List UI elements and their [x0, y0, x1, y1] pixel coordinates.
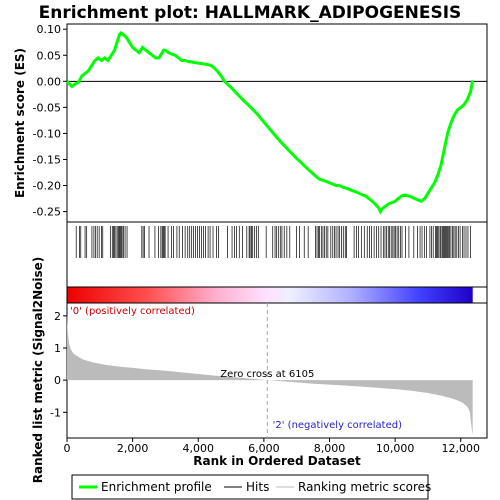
metric-y-tick-label: -1 — [50, 406, 61, 419]
es-y-tick-label: 0.05 — [37, 49, 62, 62]
positive-label: '0' (positively correlated) — [70, 306, 195, 317]
colorbar-gradient — [67, 287, 473, 303]
negative-label: '2' (negatively correlated) — [273, 420, 402, 431]
es-y-tick-label: 0.10 — [37, 23, 62, 36]
es-panel: 0.10 0.05 0.00 -0.05 -0.10 -0.15 -0.20 -0.25 En… — [13, 23, 488, 223]
metric-y-axis-label: Ranked list metric (Signal2Noise) — [31, 257, 45, 484]
es-y-tick-label: -0.20 — [33, 180, 61, 193]
hits-frame — [66, 221, 488, 288]
es-y-axis-label: Enrichment score (ES) — [13, 48, 27, 198]
es-y-tick-label: -0.10 — [33, 127, 61, 140]
x-tick-label: 8,000 — [314, 442, 346, 455]
x-axis-label: Rank in Ordered Dataset — [193, 454, 361, 468]
es-y-tick-label: 0.00 — [37, 75, 62, 88]
zero-cross-label: Zero cross at 6105 — [220, 369, 314, 380]
hit-markers — [75, 226, 471, 258]
es-y-ticks: 0.10 0.05 0.00 -0.05 -0.10 -0.15 -0.20 -0.25 — [33, 23, 67, 219]
x-axis-ticks: 0 2,000 4,000 6,000 8,000 10,000 12,000 — [64, 438, 481, 455]
chart-title: Enrichment plot: HALLMARK_ADIPOGENESIS — [39, 3, 462, 23]
x-tick-label: 10,000 — [376, 442, 415, 455]
metric-panel: Zero cross at 6105 '0' (positively corre… — [31, 257, 488, 484]
hits-panel — [66, 221, 488, 288]
es-y-tick-label: -0.15 — [33, 153, 61, 166]
x-tick-label: 12,000 — [442, 442, 481, 455]
x-tick-label: 4,000 — [183, 442, 215, 455]
enrichment-profile-line — [65, 30, 475, 215]
legend-hits-label: Hits — [246, 480, 269, 494]
es-plot-frame — [66, 23, 488, 223]
metric-y-ticks: 2 1 0 -1 — [50, 310, 67, 419]
x-tick-label: 2,000 — [117, 442, 149, 455]
es-y-tick-label: -0.05 — [33, 101, 61, 114]
ranking-metric-area — [67, 312, 473, 435]
x-tick-label: 0 — [64, 442, 71, 455]
legend-frame — [71, 474, 429, 500]
legend-metric-label: Ranking metric scores — [298, 480, 431, 494]
metric-y-tick-label: 1 — [54, 342, 61, 355]
es-y-tick-label: -0.25 — [33, 206, 61, 219]
legend-es-label: Enrichment profile — [101, 480, 212, 494]
legend: Enrichment profile Hits Ranking metric s… — [71, 474, 431, 500]
x-tick-label: 6,000 — [248, 442, 280, 455]
metric-y-tick-label: 2 — [54, 310, 61, 323]
rank-colorbar — [66, 286, 488, 304]
metric-y-tick-label: 0 — [54, 374, 61, 387]
